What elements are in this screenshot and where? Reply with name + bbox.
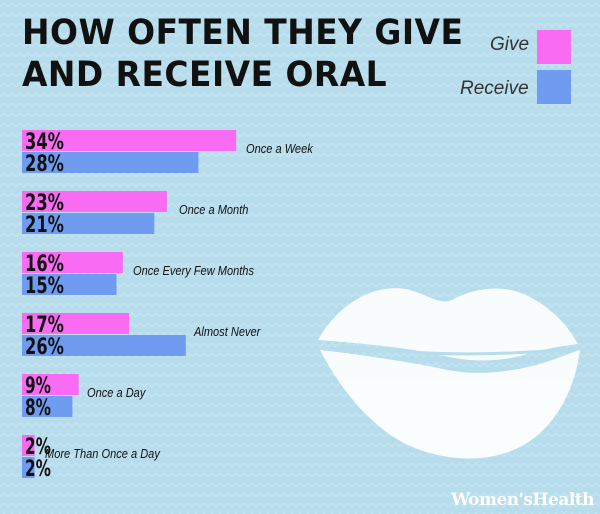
category-label-5: More Than Once a Day xyxy=(44,446,160,461)
category-label-4: Once a Day xyxy=(86,385,146,400)
data-label-receive-3: 26% xyxy=(25,335,64,360)
bar-receive-4 xyxy=(22,396,73,417)
legend-give-swatch xyxy=(537,30,571,64)
bar-give-4 xyxy=(22,374,79,395)
data-label-give-4: 9% xyxy=(25,374,51,399)
data-label-receive-1: 21% xyxy=(25,213,64,238)
bar-receive-2 xyxy=(22,274,117,295)
data-label-receive-4: 8% xyxy=(25,396,51,421)
category-label-1: Once a Month xyxy=(178,202,249,217)
data-label-receive-0: 28% xyxy=(25,152,64,177)
bar-give-1 xyxy=(22,191,167,212)
data-label-give-3: 17% xyxy=(25,313,64,338)
bar-receive-0 xyxy=(22,152,199,173)
bar-receive-1 xyxy=(22,213,155,234)
data-label-give-2: 16% xyxy=(25,252,64,277)
title-line-2: AND RECEIVE ORAL xyxy=(22,55,388,95)
data-label-give-1: 23% xyxy=(25,191,64,216)
bar-give-0 xyxy=(22,130,237,151)
legend-receive-swatch xyxy=(537,70,571,104)
title-line-1: HOW OFTEN THEY GIVE xyxy=(22,13,464,53)
category-label-2: Once Every Few Months xyxy=(132,263,254,278)
chart-title: HOW OFTEN THEY GIVE AND RECEIVE ORAL xyxy=(22,12,464,96)
data-label-give-0: 34% xyxy=(25,130,64,155)
legend-give-label: Give xyxy=(490,34,530,55)
bar-give-5 xyxy=(22,435,35,456)
category-label-0: Once a Week xyxy=(246,141,313,156)
data-label-receive-2: 15% xyxy=(25,274,64,299)
data-label-give-5: 2% xyxy=(25,435,51,460)
womens-health-logo: Women'sHealth xyxy=(450,490,595,510)
bar-receive-5 xyxy=(22,457,35,478)
data-label-receive-5: 2% xyxy=(25,457,51,482)
bar-give-2 xyxy=(22,252,123,273)
bar-receive-3 xyxy=(22,335,186,356)
lips-icon xyxy=(318,288,580,459)
bar-give-3 xyxy=(22,313,130,334)
legend-receive-label: Receive xyxy=(460,78,529,99)
category-label-3: Almost Never xyxy=(193,324,261,339)
